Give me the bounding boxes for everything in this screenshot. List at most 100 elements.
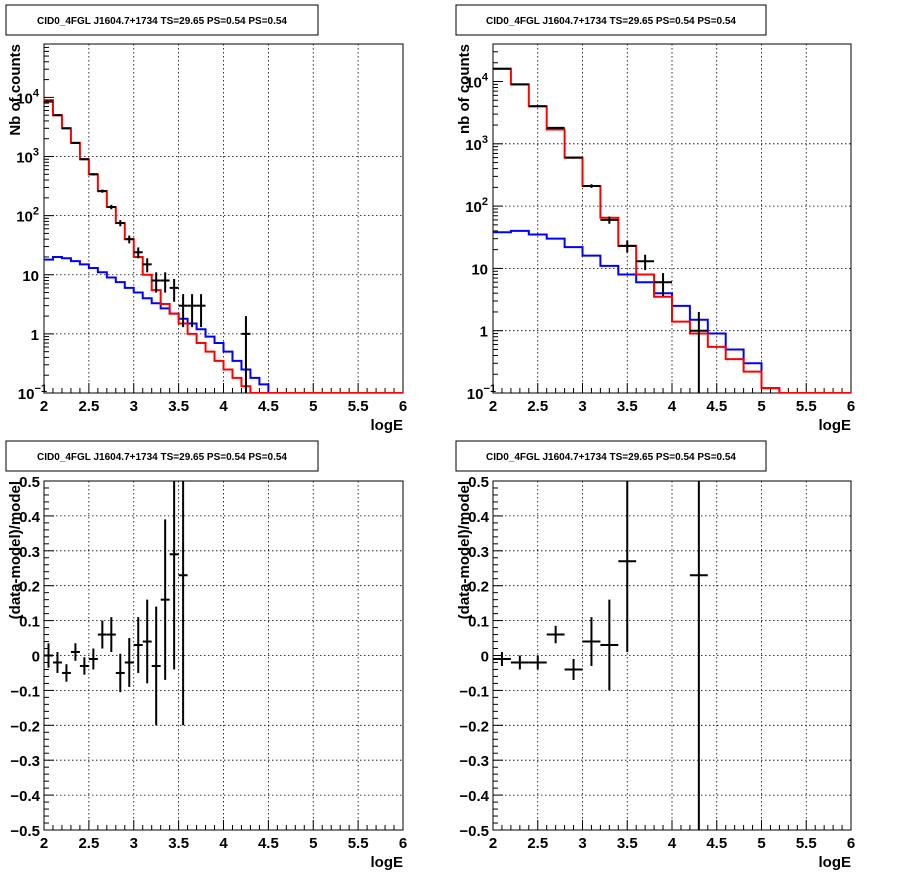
data-point [528,105,547,108]
data-point [689,481,708,830]
data-point [196,294,206,328]
panel-top-right: 2 2.5 3 3.5 4 4.5 5 5.5 610−1110102103104logEnb … [455,4,855,434]
x-tick-label: 4.5 [258,835,279,852]
data-point [124,235,134,244]
title-box [455,4,767,36]
x-tick-label: 5 [757,398,765,415]
x-tick-label: 3.5 [617,835,638,852]
data-point [510,655,529,670]
data-point [79,657,89,675]
y-tick-label: 104 [16,87,40,107]
y-tick-base: 10 [18,386,35,403]
y-tick-exponent: −1 [483,383,496,395]
data-point [169,481,179,670]
y-tick-label: −0.2 [10,718,40,735]
data-point [115,220,125,227]
data-point [133,247,143,259]
x-tick-label: 5 [309,835,317,852]
panel-bottom-left: 2 2.5 3 3.5 4 4.5 5 5.5 6 −0.5 −0.4 −0.3 −0.2 −0.1 0 0.… [5,440,407,871]
y-tick-exponent: 4 [482,72,489,84]
y-tick-label: 104 [465,72,489,92]
x-tick-label: 2 [489,835,497,852]
title-box [455,440,767,472]
x-tick-label: 5.5 [348,398,369,415]
x-tick-label: 3.5 [617,398,638,415]
data-point [187,294,197,328]
x-tick-label: 6 [399,398,407,415]
y-tick-exponent: 2 [482,196,488,208]
y-tick-label: 102 [16,206,39,226]
x-tick-label: 4 [219,835,228,852]
y-tick-label: 103 [465,134,488,154]
x-tick-label: 2 [489,398,497,415]
chart-title: CID0_4FGL J1604.7+1734 TS=29.65 PS=0.54 … [37,16,287,27]
x-tick-label: 2 [40,835,48,852]
x-tick-label: 4.5 [706,835,727,852]
x-tick-label: 4.5 [706,398,727,415]
x-tick-label: 4 [668,835,677,852]
data-point [61,664,71,682]
data-point [44,643,53,668]
y-tick-label: −0.2 [459,718,489,735]
data-point [493,652,511,666]
y-tick-label: −0.4 [459,788,489,805]
data-point [689,311,708,393]
x-tick-label: 5 [757,835,765,852]
y-tick-label: 0.4 [468,509,490,526]
y-tick-label: 10−1 [467,383,496,403]
data-point [618,240,637,253]
y-tick-base: 10 [16,90,33,107]
data-point [600,216,619,224]
data-point [97,620,107,649]
data-point [70,141,80,144]
y-tick-label: 0.3 [19,544,40,561]
plot-area [44,481,188,726]
panel-bottom-right: 2 2.5 3 3.5 4 4.5 5 5.5 6 −0.5 −0.4 −0.3 −0.2 −0.1 0 0.… [455,440,855,871]
data-point [582,184,601,188]
data-point [546,625,565,644]
title-box [5,4,319,36]
y-tick-label: 0.5 [19,474,40,491]
x-tick-label: 2.5 [78,398,99,415]
x-tick-label: 3 [130,398,138,415]
data-point [88,648,98,670]
y-tick-label: −0.3 [10,753,40,770]
y-tick-exponent: −1 [34,383,47,395]
y-tick-label: 1 [31,327,39,344]
x-tick-label: 6 [847,398,855,415]
x-tick-label: 2.5 [527,398,548,415]
data-point [528,655,547,670]
y-tick-base: 10 [465,137,482,154]
x-tick-label: 2 [40,398,48,415]
data-point [654,273,672,297]
y-tick-label: −0.3 [459,753,489,770]
y-tick-label: 0.1 [468,614,489,631]
y-tick-label: 10 [22,268,39,285]
y-tick-label: −0.5 [459,823,489,840]
x-tick-label: 5.5 [796,835,817,852]
x-tick-label: 3 [130,835,138,852]
x-tick-label: 4 [219,398,228,415]
y-tick-exponent: 3 [33,147,39,159]
chart-title: CID0_4FGL J1604.7+1734 TS=29.65 PS=0.54 … [486,452,736,463]
y-axis-title: Nb of counts [7,44,24,136]
y-tick-base: 10 [16,209,33,226]
data-point [44,100,53,103]
data-point [510,83,529,86]
x-tick-label: 3.5 [168,398,189,415]
data-point [115,653,125,693]
x-tick-label: 4 [668,398,677,415]
data-point [546,126,565,129]
y-tick-exponent: 3 [482,134,488,146]
y-tick-label: 0.4 [19,509,41,526]
data-point [88,173,98,176]
x-axis-title: logE [371,417,404,434]
y-tick-label: 0 [32,649,40,666]
x-axis-title: logE [819,854,852,871]
x-tick-label: 5 [309,398,317,415]
x-tick-label: 2.5 [527,835,548,852]
data-point [133,617,143,673]
y-axis-title: nb of counts [456,44,473,134]
x-tick-label: 6 [847,835,855,852]
